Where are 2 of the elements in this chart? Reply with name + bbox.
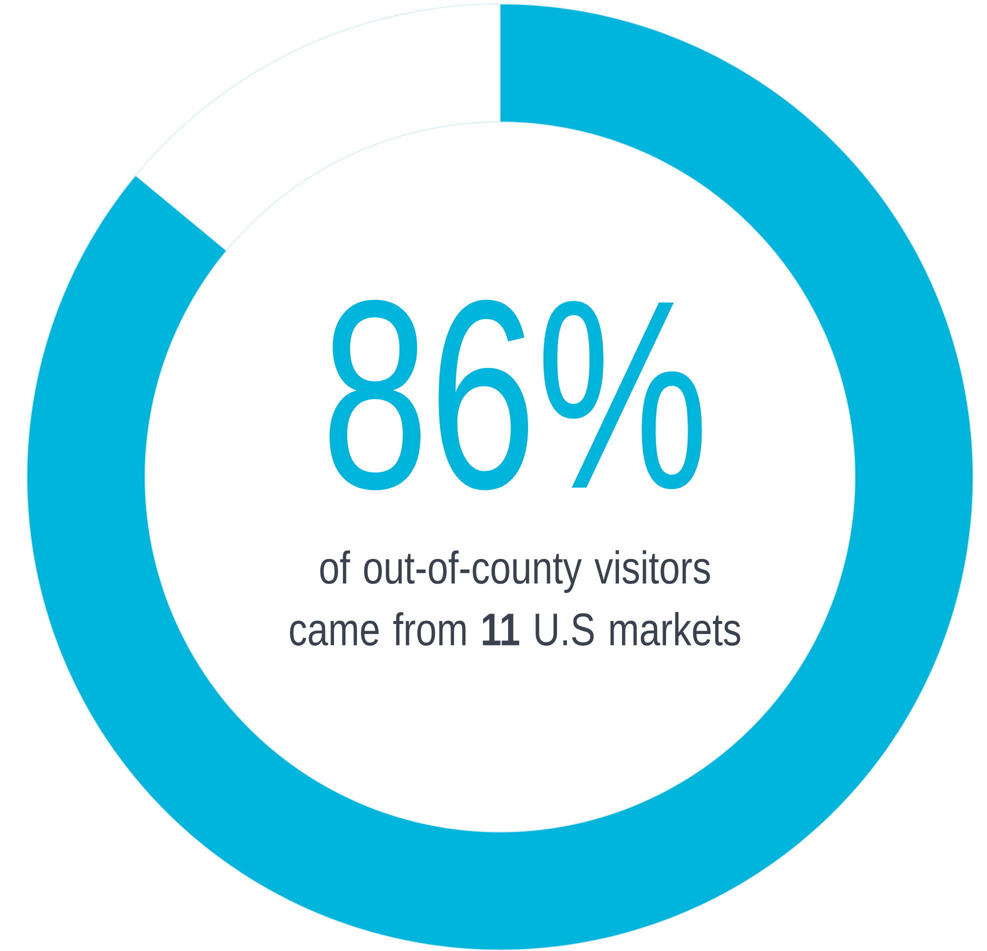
text: 86%	[330, 300, 702, 490]
text: of out-of-county visitors came from 11 U.S markets	[290, 550, 740, 646]
